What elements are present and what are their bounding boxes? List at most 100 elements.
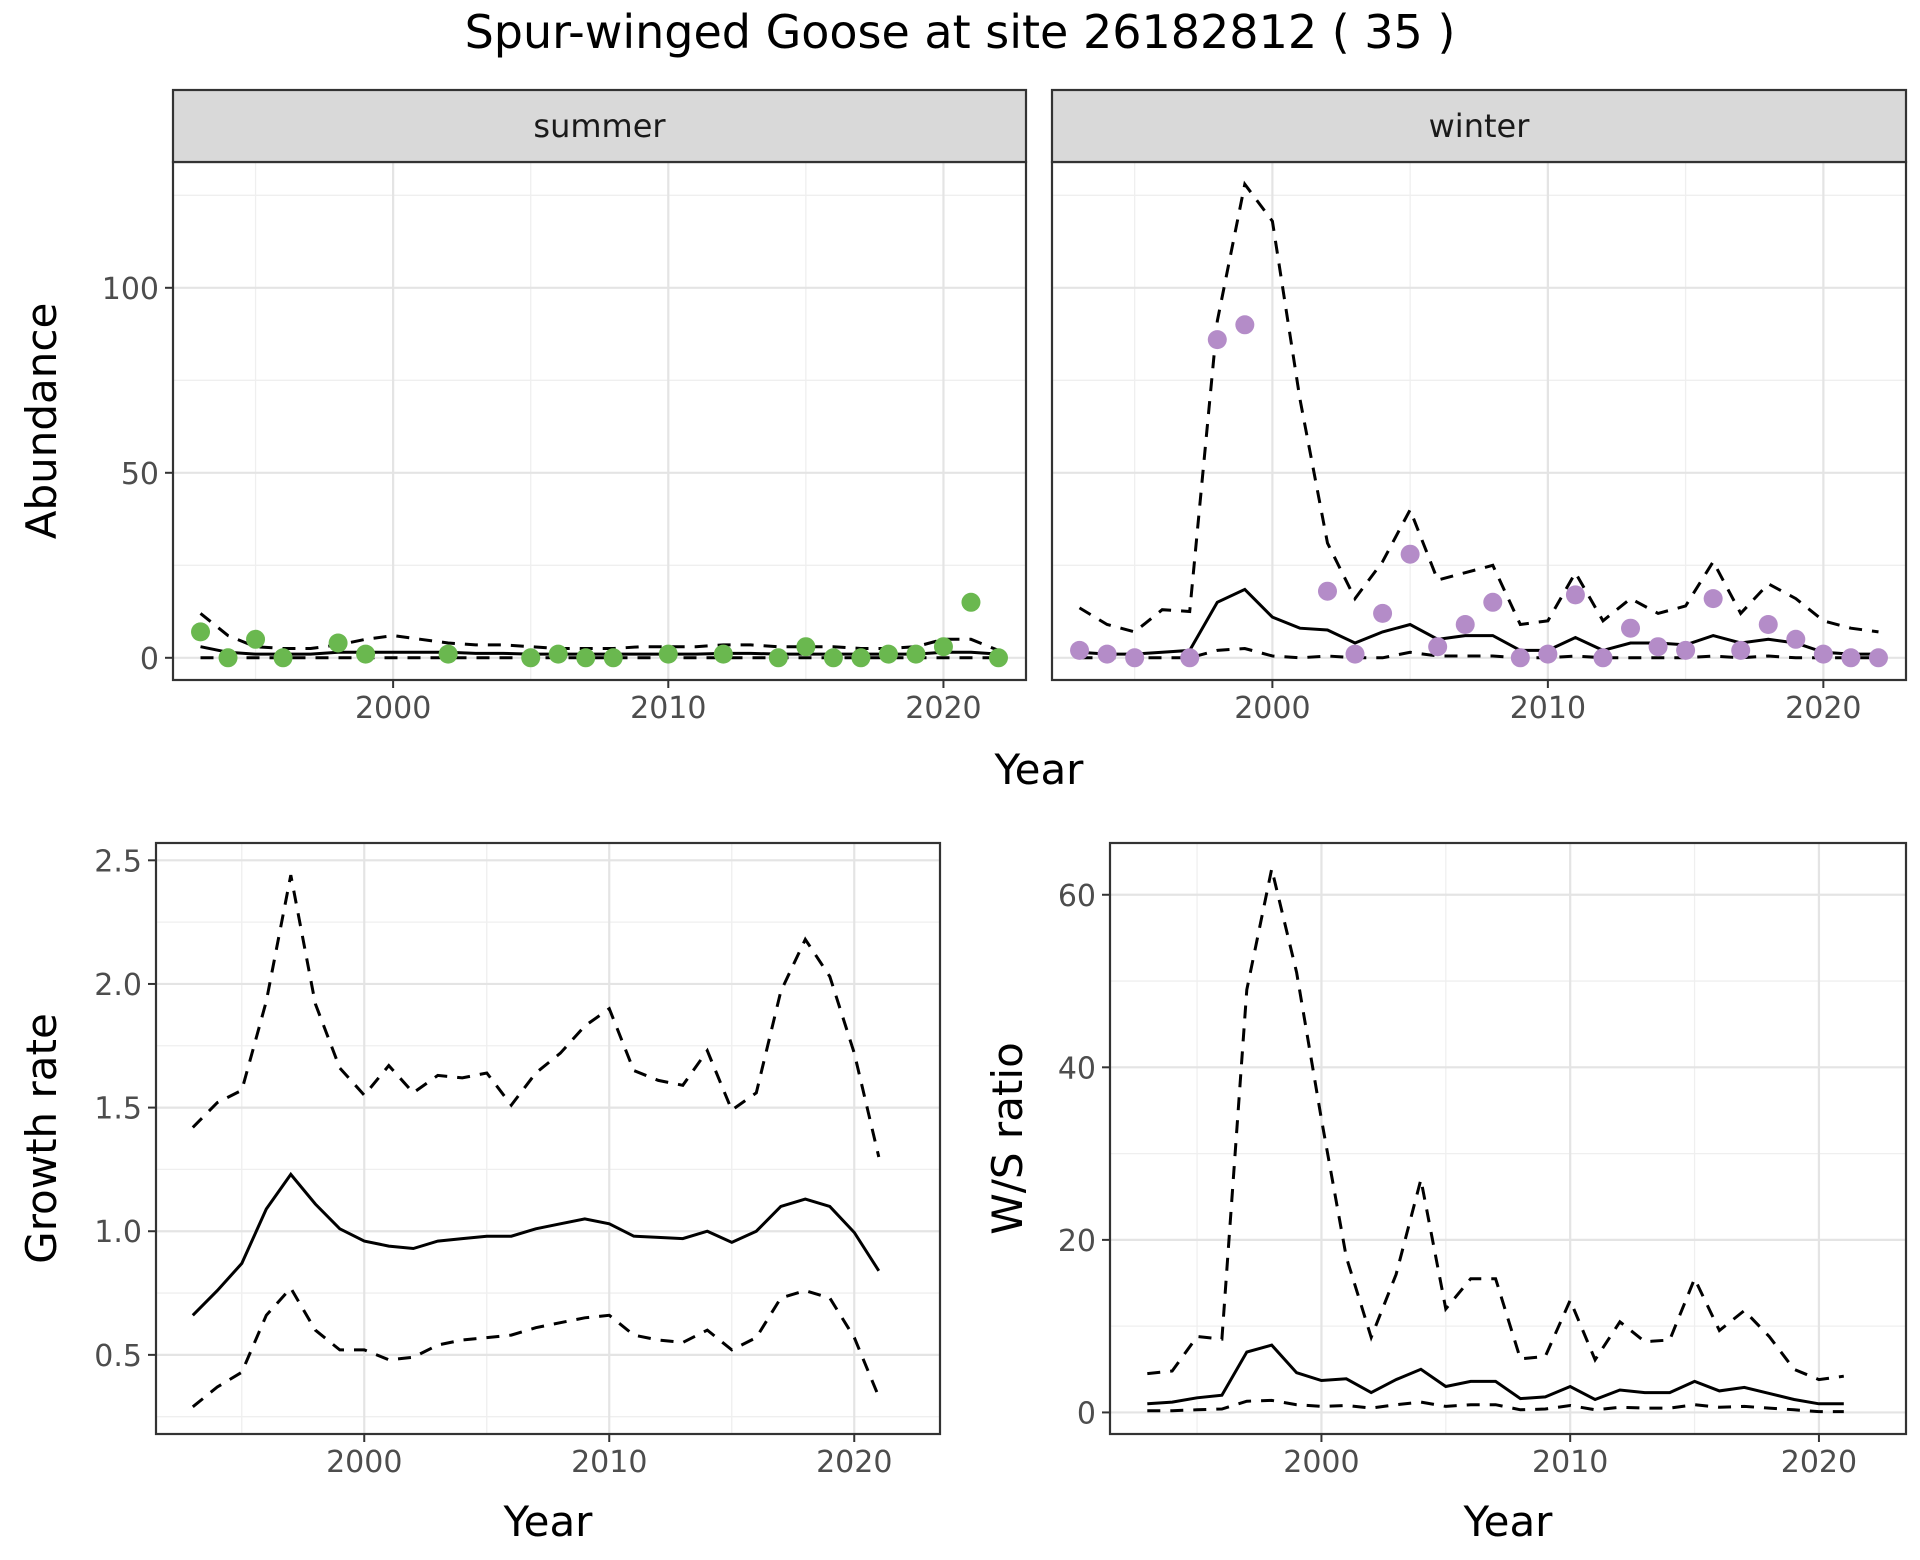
ratio-estimate-line [1147,1343,1844,1406]
x-tick-label: 2000 [1283,1445,1359,1480]
plot-background [173,162,1026,680]
summer-data-point [713,644,733,664]
x-axis-title: Year [994,745,1085,794]
y-tick-label: 0.5 [94,1339,142,1374]
summer-data-point [438,644,458,664]
x-tick-label: 2010 [1532,1445,1608,1480]
winter-data-point [1317,581,1337,601]
growth-lower-bound-line [191,1285,881,1408]
summer-data-point [851,648,871,668]
y-tick-label: 100 [102,272,159,307]
x-tick-label: 2000 [355,691,431,726]
y-tick-label: 20 [1058,1224,1096,1259]
summer-data-point [988,648,1008,668]
y-tick-label: 0 [140,642,159,677]
y-axis-title: Abundance [17,303,66,540]
winter-data-point [1593,648,1613,668]
winter-data-point [1400,544,1420,564]
plot-background [1110,843,1906,1434]
winter-data-point [1235,315,1255,335]
facet-label: winter [1429,107,1531,145]
winter-data-point [1180,648,1200,668]
y-tick-label: 2.0 [94,968,142,1003]
winter-data-point [1455,615,1475,634]
summer-data-point [933,637,953,657]
winter-data-point [1731,640,1751,660]
y-tick-label: 60 [1058,879,1096,914]
y-axis-title: Growth rate [17,1013,66,1264]
winter-data-point [1373,603,1393,623]
winter-data-point [1703,589,1723,609]
winter-data-point [1483,592,1503,612]
x-tick-label: 2010 [571,1445,647,1480]
summer-data-point [878,644,898,664]
summer-data-point [576,648,596,668]
winter-data-point [1070,640,1090,660]
winter-data-point [1207,330,1227,350]
y-axis-title: W/S ratio [983,1042,1032,1235]
summer-data-point [603,648,623,668]
summer-facet: summer 2000 2010 2020 0 50 100 [102,88,1028,726]
winter-data-point [1097,644,1117,664]
winter-data-point [1565,585,1585,605]
summer-data-point [658,644,678,664]
panel-border [1108,841,1908,1436]
y-tick-label: 1.5 [94,1092,142,1127]
summer-data-point [218,648,238,668]
summer-data-point [356,644,376,664]
growth-rate-panel: 2000 2010 2020 0.5 1.0 1.5 2.0 2.5 Year Growth ra… [17,841,942,1546]
winter-data-point [1621,618,1641,638]
figure-title: Spur-winged Goose at site 26182812 ( 35 … [465,5,1456,59]
winter-data-point [1676,640,1696,660]
summer-data-point [273,648,293,668]
summer-data-point [768,648,788,668]
summer-data-point [191,622,211,642]
facet-strip [171,88,1028,164]
facet-strip [1050,88,1908,164]
winter-data-point [1868,648,1888,668]
summer-data-point [961,592,981,612]
winter-data-point [1428,637,1448,657]
facet-label: summer [533,107,666,145]
summer-data-point [246,629,266,649]
x-tick-label: 2010 [1510,691,1586,726]
x-tick-label: 2000 [1234,691,1310,726]
winter-data-point [1125,648,1145,668]
winter-upper-bound-line [1078,180,1879,634]
winter-data-point [1648,637,1668,657]
growth-estimate-line [191,1171,881,1317]
winter-data-point [1345,644,1365,664]
winter-data-point [1841,648,1861,668]
x-tick-label: 2020 [905,691,981,726]
x-tick-label: 2020 [816,1445,892,1480]
winter-data-point [1538,644,1558,664]
x-tick-label: 2000 [326,1445,402,1480]
winter-data-point [1758,615,1778,634]
summer-data-point [521,648,541,668]
y-tick-label: 40 [1058,1051,1096,1086]
x-tick-label: 2010 [630,691,706,726]
winter-data-point [1813,644,1833,664]
winter-facet: winter 2000 2010 2020 [1050,88,1908,726]
summer-data-point [906,644,926,664]
plot-background [1052,162,1906,680]
winter-data-point [1786,629,1806,649]
ratio-lower-bound-line [1147,1398,1844,1414]
ws-ratio-panel: 2000 2010 2020 0 20 40 60 Year W/S ratio [983,841,1908,1546]
y-tick-label: 2.5 [94,844,142,879]
ratio-upper-bound-line [1147,868,1845,1382]
summer-data-point [548,644,568,664]
summer-data-point [823,648,843,668]
x-tick-label: 2020 [1785,691,1861,726]
y-tick-label: 1.0 [94,1215,142,1250]
summer-data-point [796,637,816,657]
x-axis-title: Year [1463,1497,1554,1546]
y-tick-label: 0 [1077,1396,1096,1431]
growth-upper-bound-line [191,874,881,1158]
abundance-panel: summer 2000 2010 2020 0 50 100 winter 2000 2010 20… [17,88,1908,794]
winter-data-point [1510,648,1530,668]
panel-border [154,841,942,1436]
x-axis-title: Year [503,1497,594,1546]
x-tick-label: 2020 [1781,1445,1857,1480]
